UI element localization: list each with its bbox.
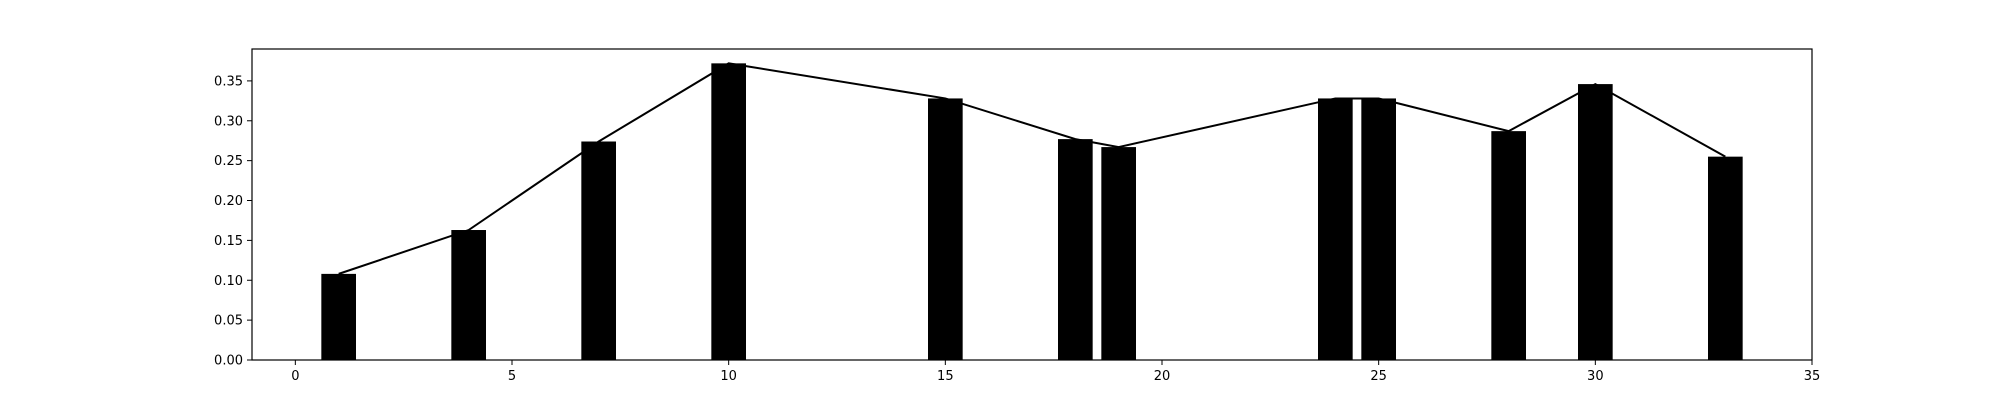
y-tick-label: 0.30 xyxy=(214,114,243,129)
bar xyxy=(1578,84,1613,360)
bar xyxy=(1361,98,1396,360)
y-tick-label: 0.20 xyxy=(214,194,243,209)
bar xyxy=(321,273,356,360)
bar xyxy=(451,230,486,360)
bar xyxy=(1101,147,1136,360)
x-tick-label: 20 xyxy=(1154,369,1171,384)
bar xyxy=(711,63,746,360)
y-tick-label: 0.25 xyxy=(214,154,243,169)
bar xyxy=(928,98,963,360)
x-tick-label: 0 xyxy=(291,369,299,384)
x-tick-label: 25 xyxy=(1370,369,1387,384)
x-axis: 0 5 10 15 20 25 30 35 xyxy=(291,360,1820,384)
bars-group xyxy=(321,63,1743,360)
y-axis: 0.00 0.05 0.10 0.15 0.20 0.25 0.30 0.35 xyxy=(214,74,252,369)
bar xyxy=(1708,156,1743,360)
y-tick-label: 0.15 xyxy=(214,234,243,249)
x-tick-label: 10 xyxy=(720,369,737,384)
y-tick-label: 0.05 xyxy=(214,314,243,329)
y-tick-label: 0.10 xyxy=(214,274,243,289)
y-tick-label: 0.35 xyxy=(214,74,243,89)
x-tick-label: 5 xyxy=(508,369,516,384)
x-tick-label: 35 xyxy=(1804,369,1821,384)
x-tick-label: 15 xyxy=(937,369,954,384)
y-tick-label: 0.00 xyxy=(214,354,243,369)
plot-frame xyxy=(251,48,1813,361)
bar xyxy=(581,141,616,360)
x-tick-label: 30 xyxy=(1587,369,1604,384)
series-line xyxy=(338,62,1726,275)
bar xyxy=(1318,98,1353,360)
bar xyxy=(1058,139,1093,360)
bar xyxy=(1491,131,1526,360)
